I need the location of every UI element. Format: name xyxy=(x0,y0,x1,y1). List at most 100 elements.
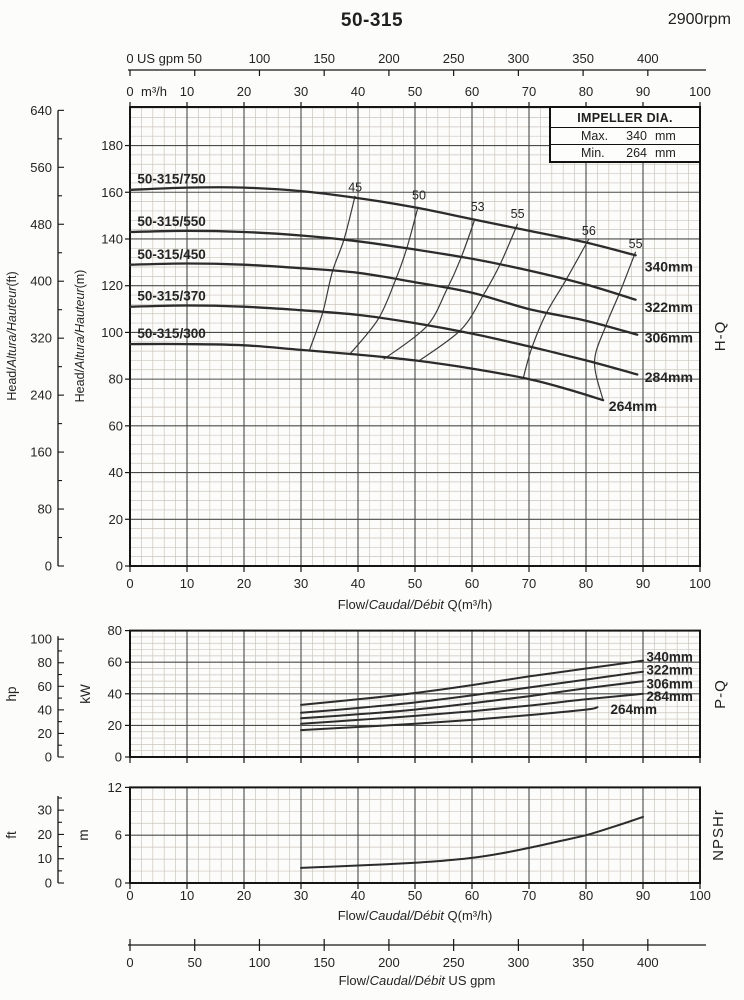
top-axes: 0 50 100 150 200 250 300 350 400 US gpm 0 10 20 30 40 5… xyxy=(126,51,710,99)
page-title: 50-315 xyxy=(340,10,404,31)
pq-diameter-label: 264mm xyxy=(611,702,658,717)
hq-x-tick-label: 20 xyxy=(237,576,251,591)
hq-x-tick-label: 30 xyxy=(294,576,308,591)
m3h-top-tick-label: 40 xyxy=(351,84,365,99)
hq-m-tick-label: 180 xyxy=(101,138,123,153)
pq-kw-tick-label: 40 xyxy=(108,686,122,701)
pq-diameter-label: 322mm xyxy=(646,663,693,678)
npshr-ft-tick-label: 30 xyxy=(38,803,52,818)
m3h-top-tick-label: 90 xyxy=(636,84,650,99)
impeller-min-row: Min. 264 mm xyxy=(551,144,699,161)
usgpm-bottom-tick-label: 50 xyxy=(187,955,201,970)
hq-ft-tick-label: 160 xyxy=(30,445,52,460)
npshr-m-tick-label: 6 xyxy=(115,828,122,843)
usgpm-bottom-tick-label: 400 xyxy=(637,955,659,970)
diameter-label: 284mm xyxy=(645,369,693,385)
efficiency-label: 53 xyxy=(471,200,485,214)
hq-curve-340mm xyxy=(128,186,637,257)
efficiency-contour xyxy=(309,195,356,351)
m3h-top-tick-label: 70 xyxy=(522,84,536,99)
pq-kw-axis-title: kW xyxy=(78,684,93,704)
rpm-label: 2900rpm xyxy=(667,11,731,28)
npshr-x-tick-label: 10 xyxy=(180,888,194,903)
pq-diameter-label: 306mm xyxy=(646,677,693,692)
hq-m-tick-label: 20 xyxy=(109,512,123,527)
usgpm-bottom-tick-label: 200 xyxy=(378,955,400,970)
usgpm-top-tick-label: 150 xyxy=(313,51,335,66)
npshr-x-tick-label: 60 xyxy=(465,888,479,903)
hq-m-tick-label: 100 xyxy=(101,325,123,340)
model-label: 50-315/300 xyxy=(137,326,205,341)
hq-ft-axis-title: Head/Altura/Hauteur(ft) xyxy=(5,271,19,400)
m3h-top-tick-label: 80 xyxy=(579,84,593,99)
impeller-max-unit: mm xyxy=(655,129,676,143)
efficiency-label: 55 xyxy=(511,207,525,221)
model-label: 50-315/450 xyxy=(137,247,205,262)
usgpm-top-tick-label: 0 xyxy=(126,51,133,66)
pq-hp-tick-label: 80 xyxy=(38,655,52,670)
impeller-max-row: Max. 340 mm xyxy=(551,127,699,144)
npshr-ft-tick-label: 0 xyxy=(45,876,52,891)
pq-hp-tick-label: 40 xyxy=(38,702,52,717)
usgpm-bottom-axis-title: Flow/Caudal/Débit US gpm xyxy=(339,973,496,988)
usgpm-bottom-tick-label: 150 xyxy=(313,955,335,970)
impeller-dia-box: IMPELLER DIA. Max. 340 mm Min. 264 mm xyxy=(549,106,701,163)
hq-ft-tick-label: 240 xyxy=(30,388,52,403)
hq-m-tick-label: 160 xyxy=(101,185,123,200)
hq-m-tick-label: 0 xyxy=(116,559,123,574)
diameter-label: 264mm xyxy=(609,398,657,414)
npshr-x-axis-title: Flow/Caudal/Débit Q(m³/h) xyxy=(338,908,493,923)
diameter-label: 340mm xyxy=(645,258,693,274)
npshr-chart: 0 6 12 m 0 10 20 30 ft 0 10 20 30 40 50 60 70 80 90 100 Flow… xyxy=(4,780,727,923)
m3h-top-tick-label: 20 xyxy=(237,84,251,99)
hq-x-tick-label: 0 xyxy=(126,576,133,591)
hq-ft-tick-label: 400 xyxy=(30,274,52,289)
npshr-m-tick-label: 0 xyxy=(115,876,122,891)
m3h-top-tick-label: 30 xyxy=(294,84,308,99)
hq-ft-tick-label: 320 xyxy=(30,331,52,346)
impeller-min-label: Min. xyxy=(581,146,605,160)
usgpm-top-tick-label: 300 xyxy=(508,51,530,66)
pq-diameter-label: 340mm xyxy=(646,650,693,665)
impeller-min-unit: mm xyxy=(655,146,676,160)
hq-curve-264mm xyxy=(128,342,605,402)
hq-x-tick-label: 50 xyxy=(408,576,422,591)
efficiency-label: 45 xyxy=(348,181,362,195)
m3h-top-tick-label: 100 xyxy=(689,84,711,99)
hq-m-axis-title: Head/Altura/Hauteur(m) xyxy=(73,270,87,403)
hq-m-tick-label: 140 xyxy=(101,231,123,246)
usgpm-top-tick-label: 400 xyxy=(637,51,659,66)
hq-x-tick-label: 90 xyxy=(636,576,650,591)
npshr-ft-axis-title: ft xyxy=(4,831,19,839)
hq-side-label: H-Q xyxy=(712,321,729,352)
usgpm-top-tick-label: 250 xyxy=(443,51,465,66)
hq-x-tick-label: 70 xyxy=(522,576,536,591)
diameter-label: 322mm xyxy=(645,299,693,315)
pq-grid xyxy=(129,629,701,763)
hq-m-tick-label: 40 xyxy=(109,465,123,480)
hq-curve-322mm xyxy=(128,229,637,301)
npshr-x-tick-label: 0 xyxy=(126,888,133,903)
impeller-box-title: IMPELLER DIA. xyxy=(577,111,673,125)
pq-kw-tick-label: 20 xyxy=(108,718,122,733)
pq-curve-284mm xyxy=(300,692,644,725)
usgpm-bottom-axis-group: 0 50 100 150 200 250 300 350 400 Flow/Caudal/Débi… xyxy=(126,939,706,988)
pq-hp-axis-title: hp xyxy=(4,686,19,701)
hq-ft-tick-label: 0 xyxy=(45,559,52,574)
usgpm-top-unit-label: US gpm xyxy=(137,51,184,66)
efficiency-contour xyxy=(383,218,476,360)
efficiency-label: 55 xyxy=(629,237,643,251)
npshr-ft-tick-label: 20 xyxy=(38,827,52,842)
diameter-label: 306mm xyxy=(645,330,693,346)
pq-hp-tick-label: 100 xyxy=(30,632,52,647)
pq-kw-tick-label: 60 xyxy=(108,655,122,670)
usgpm-top-tick-label: 350 xyxy=(572,51,594,66)
pq-curve-340mm xyxy=(300,659,644,706)
usgpm-top-tick-label: 200 xyxy=(378,51,400,66)
usgpm-top-tick-label: 100 xyxy=(249,51,271,66)
efficiency-contour xyxy=(348,207,419,355)
npshr-curve xyxy=(300,815,644,869)
pq-curve-264mm xyxy=(300,706,599,732)
